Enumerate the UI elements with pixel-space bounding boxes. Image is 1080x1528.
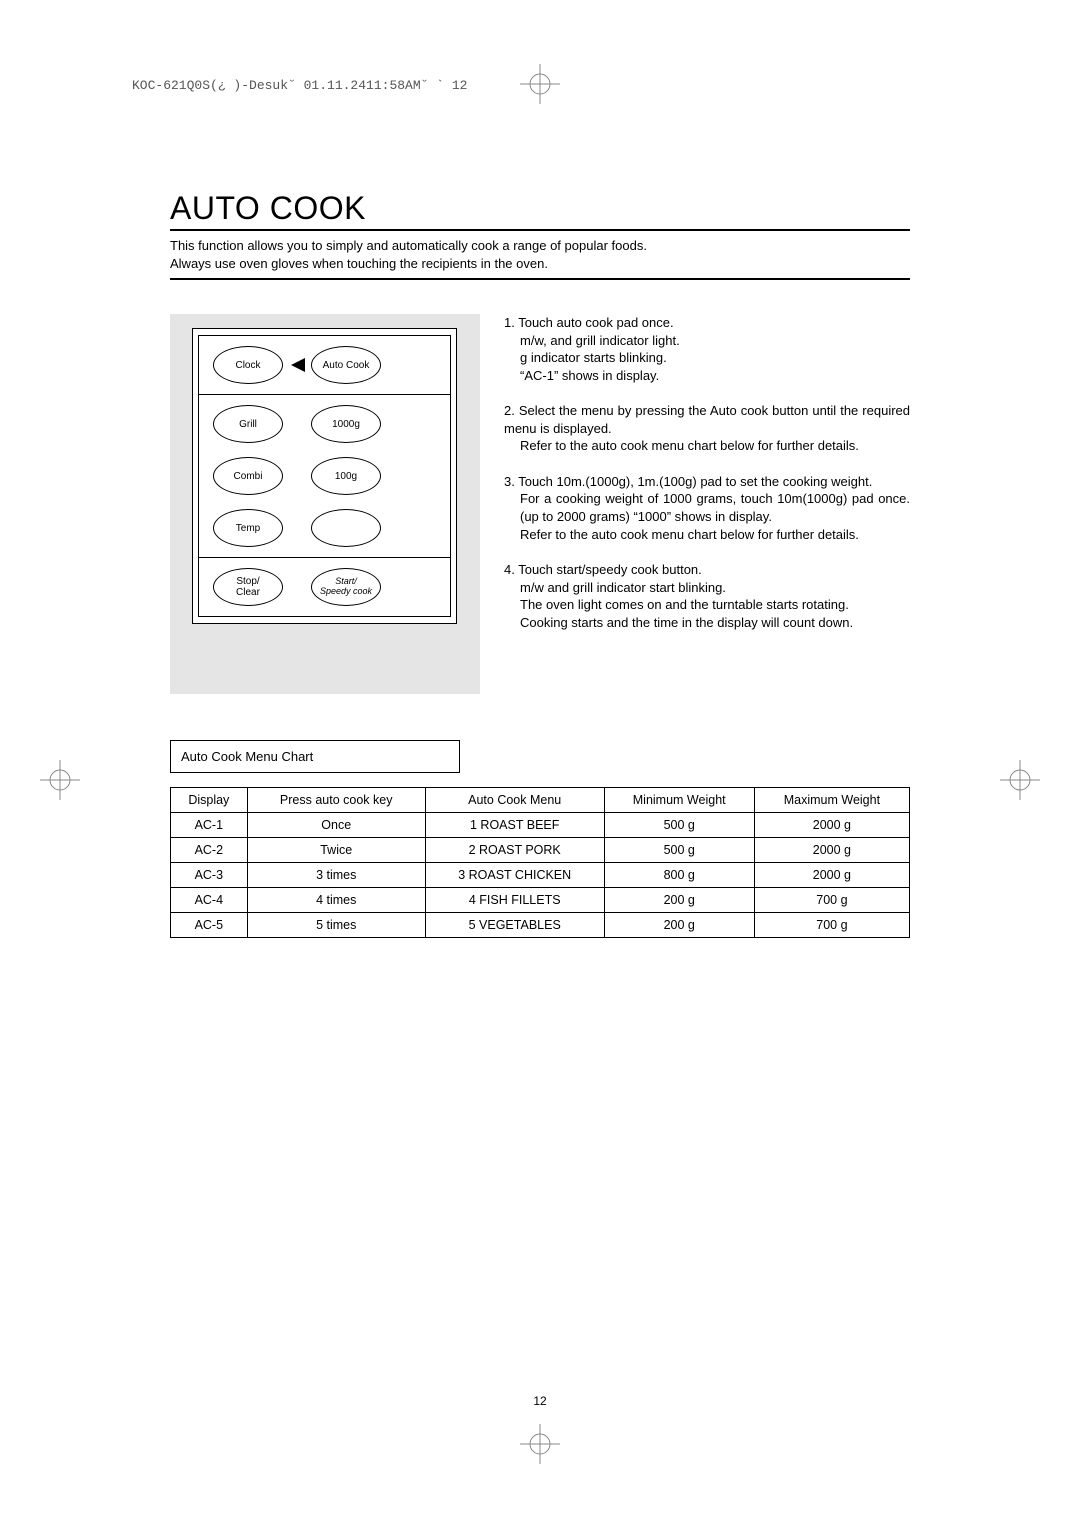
step-3: 3. Touch 10m.(1000g), 1m.(100g) pad to s…: [504, 473, 910, 491]
table-cell: 2000 g: [754, 863, 909, 888]
table-cell: AC-1: [171, 813, 248, 838]
table-header: Display: [171, 788, 248, 813]
table-row: AC-33 times3 ROAST CHICKEN800 g2000 g: [171, 863, 910, 888]
table-cell: 3 times: [247, 863, 425, 888]
auto-cook-menu-table: DisplayPress auto cook keyAuto Cook Menu…: [170, 787, 910, 938]
instructions-list: 1. Touch auto cook pad once. m/w, and gr…: [504, 314, 910, 694]
clock-button: Clock: [213, 346, 283, 384]
step-4c: The oven light comes on and the turntabl…: [504, 596, 910, 614]
table-row: AC-2Twice2 ROAST PORK500 g2000 g: [171, 838, 910, 863]
table-cell: AC-2: [171, 838, 248, 863]
table-header: Press auto cook key: [247, 788, 425, 813]
intro-rule: [170, 278, 910, 280]
start-speedycook-button: Start/ Speedy cook: [311, 568, 381, 606]
table-cell: 700 g: [754, 913, 909, 938]
temp-button: Temp: [213, 509, 283, 547]
table-cell: Once: [247, 813, 425, 838]
crop-mark-left: [40, 760, 80, 800]
step-4d: Cooking starts and the time in the displ…: [504, 614, 910, 632]
table-cell: 3 ROAST CHICKEN: [425, 863, 604, 888]
stop-clear-button: Stop/ Clear: [213, 568, 283, 606]
step-4b: m/w and grill indicator start blinking.: [504, 579, 910, 597]
step-1c: g indicator starts blinking.: [504, 349, 910, 367]
page-number: 12: [0, 1394, 1080, 1408]
arrow-icon: [291, 358, 305, 372]
table-row: AC-55 times5 VEGETABLES200 g700 g: [171, 913, 910, 938]
step-3c: Refer to the auto cook menu chart below …: [504, 526, 910, 544]
step-2: 2. Select the menu by pressing the Auto …: [504, 402, 910, 437]
table-cell: Twice: [247, 838, 425, 863]
100g-button: 100g: [311, 457, 381, 495]
table-cell: 2 ROAST PORK: [425, 838, 604, 863]
table-cell: 4 FISH FILLETS: [425, 888, 604, 913]
page-header-line: KOC-621Q0S(¿ )-Desuk˘ 01.11.2411:58AM˘ `…: [132, 78, 467, 93]
intro-text: This function allows you to simply and a…: [170, 237, 910, 272]
step-2b: Refer to the auto cook menu chart below …: [504, 437, 910, 455]
table-header: Minimum Weight: [604, 788, 754, 813]
page-title: AUTO COOK: [170, 190, 910, 227]
grill-button: Grill: [213, 405, 283, 443]
crop-mark-right: [1000, 760, 1040, 800]
crop-mark-bottom: [520, 1424, 560, 1464]
table-row: AC-1Once1 ROAST BEEF500 g2000 g: [171, 813, 910, 838]
table-cell: 200 g: [604, 913, 754, 938]
step-3b: For a cooking weight of 1000 grams, touc…: [504, 490, 910, 525]
table-cell: 5 VEGETABLES: [425, 913, 604, 938]
table-cell: 500 g: [604, 838, 754, 863]
chart-label: Auto Cook Menu Chart: [170, 740, 460, 773]
table-cell: AC-4: [171, 888, 248, 913]
table-cell: 1 ROAST BEEF: [425, 813, 604, 838]
table-cell: 200 g: [604, 888, 754, 913]
table-cell: 5 times: [247, 913, 425, 938]
1000g-button: 1000g: [311, 405, 381, 443]
table-cell: AC-3: [171, 863, 248, 888]
table-cell: 2000 g: [754, 838, 909, 863]
table-header: Maximum Weight: [754, 788, 909, 813]
control-panel-illustration: Clock Auto Cook Grill 1000g Combi 100g: [170, 314, 480, 694]
table-cell: 4 times: [247, 888, 425, 913]
table-cell: 500 g: [604, 813, 754, 838]
table-cell: AC-5: [171, 913, 248, 938]
content-area: AUTO COOK This function allows you to si…: [170, 190, 910, 938]
combi-button: Combi: [213, 457, 283, 495]
blank-button: [311, 509, 381, 547]
intro-line2: Always use oven gloves when touching the…: [170, 255, 910, 273]
step-1d: “AC-1” shows in display.: [504, 367, 910, 385]
table-cell: 2000 g: [754, 813, 909, 838]
step-4: 4. Touch start/speedy cook button.: [504, 561, 910, 579]
table-cell: 800 g: [604, 863, 754, 888]
intro-line1: This function allows you to simply and a…: [170, 237, 910, 255]
step-1: 1. Touch auto cook pad once.: [504, 314, 910, 332]
crop-mark-top: [520, 64, 560, 104]
table-header: Auto Cook Menu: [425, 788, 604, 813]
table-row: AC-44 times4 FISH FILLETS200 g700 g: [171, 888, 910, 913]
table-cell: 700 g: [754, 888, 909, 913]
step-1b: m/w, and grill indicator light.: [504, 332, 910, 350]
title-rule: [170, 229, 910, 231]
autocook-button: Auto Cook: [311, 346, 381, 384]
